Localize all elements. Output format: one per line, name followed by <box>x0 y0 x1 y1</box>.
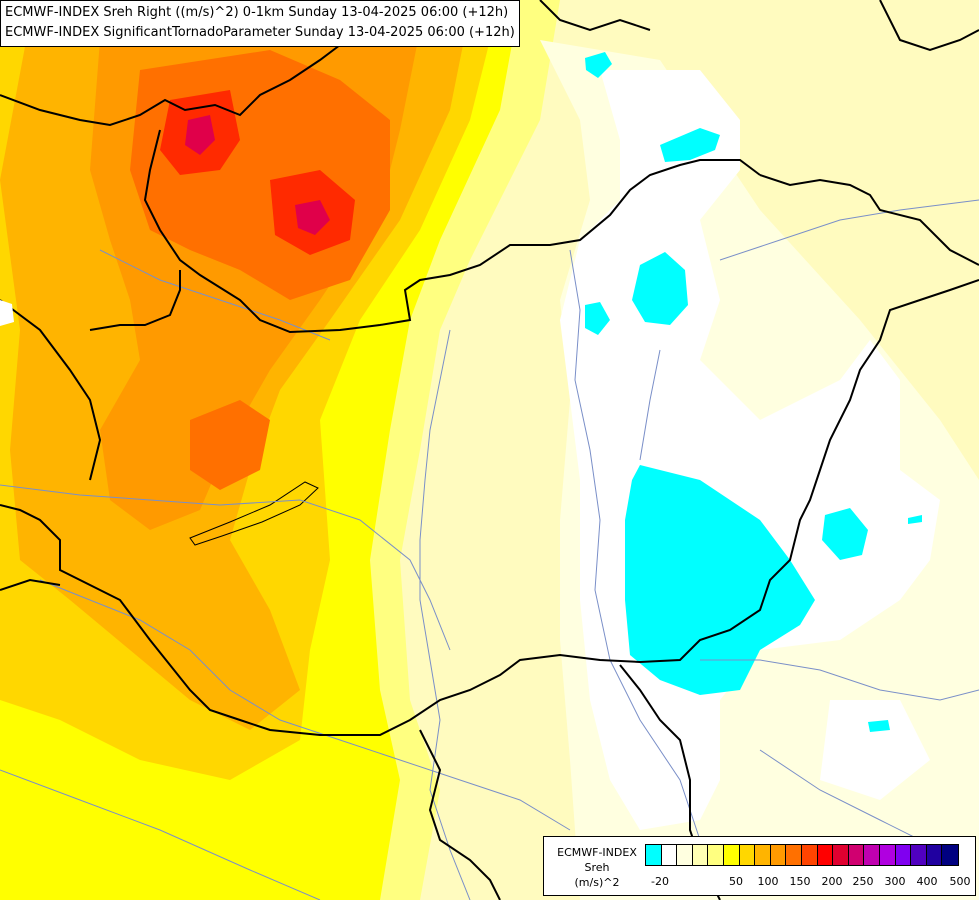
field-cyan-3 <box>632 252 688 325</box>
rivers <box>0 199 979 900</box>
field-white-west <box>0 300 14 326</box>
river-10 <box>759 749 941 851</box>
legend-tick-label: 300 <box>884 875 906 888</box>
field-white-se <box>820 700 930 800</box>
legend-color-bar <box>645 844 959 866</box>
river-9 <box>639 349 661 461</box>
legend-swatch <box>661 845 678 865</box>
title-line-sreh: ECMWF-INDEX Sreh Right ((m/s)^2) 0-1km S… <box>5 5 509 20</box>
legend-title: ECMWF-INDEX Sreh (m/s)^2 <box>548 845 646 890</box>
legend-tick-label: 400 <box>916 875 938 888</box>
river-1 <box>0 484 451 651</box>
field-cyan-8 <box>868 720 890 732</box>
field-magenta-2 <box>295 200 330 235</box>
legend-tick-label: -20 <box>651 875 669 888</box>
legend-swatch <box>942 845 958 865</box>
map-title-box: ECMWF-INDEX Sreh Right ((m/s)^2) 0-1km S… <box>0 0 520 47</box>
legend-variable: Sreh <box>584 861 610 874</box>
legend-source: ECMWF-INDEX <box>557 846 637 859</box>
border-ukraine-west <box>539 0 651 32</box>
legend-swatch <box>692 845 709 865</box>
river-3 <box>569 249 701 841</box>
legend-swatch <box>895 845 912 865</box>
field-cyan-5 <box>625 465 815 695</box>
field-cyan-7 <box>908 515 922 524</box>
field-red-orange-south <box>190 400 270 490</box>
legend-swatch <box>677 845 693 865</box>
border-austria-hungary <box>0 279 979 736</box>
legend-tick-label: 250 <box>852 875 874 888</box>
legend-tick-label: 150 <box>789 875 811 888</box>
legend-swatch <box>708 845 724 865</box>
river-2 <box>419 329 471 900</box>
river-4 <box>39 579 571 831</box>
legend-tick-label: 200 <box>821 875 843 888</box>
legend-swatch <box>801 845 818 865</box>
legend-swatch <box>864 845 880 865</box>
color-legend: ECMWF-INDEX Sreh (m/s)^2 -20 50 100 150 200 2… <box>543 836 976 896</box>
lake-outline <box>189 481 319 546</box>
field-cyan-6 <box>822 508 868 560</box>
border-germany-czech <box>0 299 102 481</box>
legend-swatch <box>646 845 662 865</box>
river-8 <box>0 769 321 900</box>
border-slovakia-ukraine <box>759 174 979 266</box>
river-6 <box>700 659 979 701</box>
legend-swatch <box>723 845 740 865</box>
legend-swatch <box>786 845 802 865</box>
border-austria-czech <box>89 270 181 331</box>
field-cyan-2 <box>660 128 720 162</box>
legend-tick-label: 100 <box>757 875 779 888</box>
border-romania-north <box>879 0 979 52</box>
legend-tick-label: 500 <box>949 875 971 888</box>
legend-swatch <box>848 845 865 865</box>
field-magenta <box>185 115 215 155</box>
legend-swatch <box>879 845 896 865</box>
legend-tick-label: 50 <box>729 875 743 888</box>
border-slovenia-croatia <box>0 578 61 591</box>
legend-tick-labels: -2050100150200250300400500700 <box>645 875 975 891</box>
legend-swatch <box>770 845 787 865</box>
river-7 <box>99 249 331 341</box>
title-line-stp: ECMWF-INDEX SignificantTornadoParameter … <box>5 25 515 40</box>
legend-swatch <box>739 845 756 865</box>
legend-swatch <box>755 845 771 865</box>
legend-swatch <box>911 845 927 865</box>
legend-swatch <box>833 845 849 865</box>
legend-swatch <box>817 845 834 865</box>
river-5 <box>719 199 979 261</box>
legend-swatch <box>926 845 943 865</box>
legend-unit: (m/s)^2 <box>574 876 620 889</box>
field-cyan-1 <box>585 52 612 78</box>
border-czech-slovakia <box>143 129 761 334</box>
field-cyan-4 <box>585 302 610 335</box>
border-croatia-bosnia <box>419 729 501 900</box>
